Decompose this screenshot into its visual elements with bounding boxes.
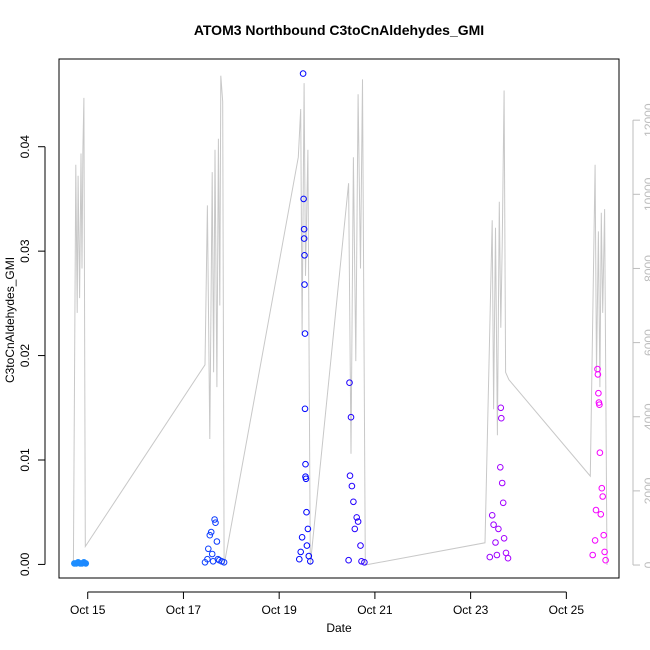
y2-tick-label: 12000 xyxy=(642,103,650,137)
x-tick-label: Oct 25 xyxy=(549,603,585,617)
data-point xyxy=(302,475,310,483)
y2-tick-label: 4000 xyxy=(642,403,650,430)
data-point xyxy=(301,281,308,288)
data-point xyxy=(205,545,212,553)
data-point xyxy=(598,484,606,492)
altitude-series xyxy=(72,75,608,566)
data-point xyxy=(301,405,309,413)
data-point xyxy=(213,538,221,545)
data-point xyxy=(486,553,494,561)
data-point xyxy=(597,511,605,518)
data-point xyxy=(504,554,512,562)
data-point xyxy=(347,413,355,421)
data-point xyxy=(82,560,90,567)
data-point xyxy=(302,460,309,468)
data-point xyxy=(297,548,305,556)
y-tick-label: 0.01 xyxy=(18,448,32,472)
x-tick-label: Oct 21 xyxy=(357,603,393,617)
data-point xyxy=(592,506,600,514)
data-point xyxy=(357,542,364,549)
data-point xyxy=(303,508,310,516)
x-tick-label: Oct 23 xyxy=(453,603,489,617)
data-point xyxy=(600,531,608,539)
data-point xyxy=(208,550,216,558)
data-point xyxy=(490,521,497,529)
data-point xyxy=(214,555,222,563)
data-point xyxy=(502,549,510,557)
altitude-line xyxy=(72,75,608,566)
data-point xyxy=(351,525,359,533)
data-point xyxy=(345,556,352,564)
y2-tick-label: 2000 xyxy=(642,477,650,504)
data-point xyxy=(212,519,219,527)
data-point xyxy=(497,464,504,471)
data-point xyxy=(599,493,607,500)
data-point xyxy=(354,518,362,525)
x-tick-label: Oct 15 xyxy=(70,603,106,617)
data-point xyxy=(301,252,308,259)
data-point xyxy=(220,559,228,566)
x-axis: Oct 15 Oct 17 Oct 19 Oct 21 Oct 23 Oct 25 xyxy=(70,591,585,617)
data-point xyxy=(300,235,308,242)
data-point xyxy=(350,498,357,506)
data-point xyxy=(296,555,303,563)
data-point xyxy=(497,404,505,412)
chart-title: ATOM3 Northbound C3toCnAldehydes_GMI xyxy=(194,22,484,38)
data-point xyxy=(601,548,608,556)
data-point xyxy=(301,330,309,337)
data-point xyxy=(596,401,603,409)
y2-tick-label: 8000 xyxy=(642,255,650,282)
data-point xyxy=(591,537,599,544)
data-point xyxy=(589,551,597,559)
data-point xyxy=(361,559,368,566)
y2-tick-label: 10000 xyxy=(642,177,650,211)
data-points xyxy=(71,70,609,567)
y2-tick-label: 6000 xyxy=(642,329,650,356)
data-point xyxy=(498,479,506,487)
data-point xyxy=(596,449,604,457)
y-tick-label: 0.00 xyxy=(18,552,32,576)
x-tick-label: Oct 17 xyxy=(166,603,202,617)
y2-axis: 0 2000 4000 6000 8000 10000 12000 xyxy=(632,103,650,568)
data-point xyxy=(493,551,501,559)
data-point xyxy=(204,555,211,563)
data-point xyxy=(206,531,214,539)
data-point xyxy=(207,528,215,536)
data-point xyxy=(500,535,508,542)
data-point xyxy=(594,371,602,378)
data-point xyxy=(358,558,365,565)
data-point xyxy=(595,389,602,397)
data-point xyxy=(602,556,609,564)
data-point xyxy=(303,542,311,549)
data-point xyxy=(298,534,306,541)
y-tick-label: 0.03 xyxy=(18,239,32,263)
data-point xyxy=(300,195,307,203)
data-point xyxy=(353,514,361,521)
y-tick-label: 0.02 xyxy=(18,344,32,368)
data-point xyxy=(299,70,307,77)
data-point xyxy=(307,558,314,565)
data-point xyxy=(346,379,353,387)
data-point xyxy=(488,512,496,519)
data-point xyxy=(348,482,356,490)
plot-frame xyxy=(58,58,620,579)
x-axis-label: Date xyxy=(326,621,352,635)
data-point xyxy=(346,472,354,480)
y-tick-label: 0.04 xyxy=(18,135,32,159)
data-point xyxy=(304,525,312,533)
data-point xyxy=(211,516,218,523)
data-point xyxy=(492,539,499,546)
data-point xyxy=(499,499,507,507)
data-point xyxy=(495,525,502,533)
x-tick-label: Oct 19 xyxy=(261,603,297,617)
data-point xyxy=(498,414,505,422)
data-point xyxy=(300,225,308,233)
y-axis-label: C3toCnAldehydes_GMI xyxy=(3,257,17,383)
y-axis: 0.00 0.01 0.02 0.03 0.04 xyxy=(18,135,46,576)
y2-tick-label: 0 xyxy=(642,561,650,568)
